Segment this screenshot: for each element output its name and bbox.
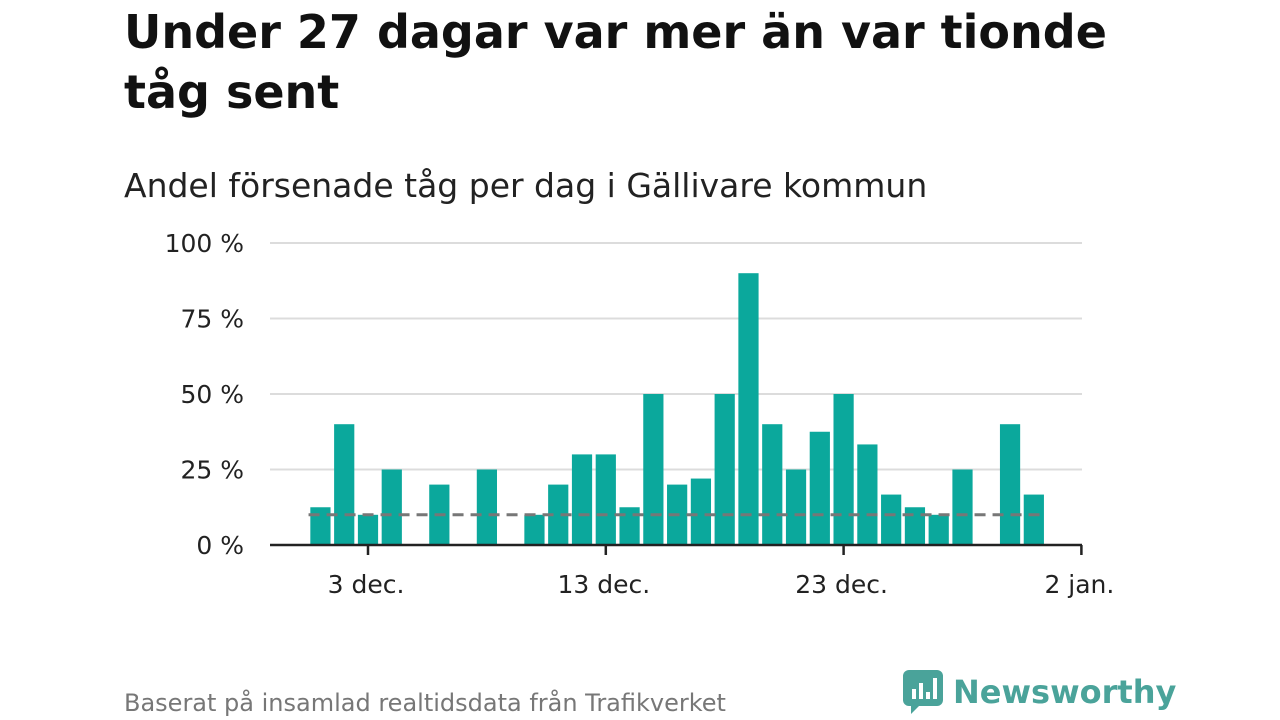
newsworthy-brand[interactable]: Newsworthy: [903, 670, 1176, 714]
bar: [548, 484, 569, 545]
bar: [738, 273, 759, 545]
y-tick-label: 75 %: [180, 305, 244, 334]
bar: [928, 514, 949, 545]
chart-subtitle: Andel försenade tåg per dag i Gällivare …: [124, 166, 928, 205]
y-axis-tick-labels: 0 % 25 % 50 % 75 % 100 %: [165, 229, 244, 560]
x-tick-label: 23 dec.: [795, 570, 888, 599]
bar-chart: 0 % 25 % 50 % 75 % 100 % 3 dec. 13 dec. 23 dec…: [165, 229, 1115, 599]
bar: [857, 444, 878, 545]
bar: [762, 424, 783, 545]
bar: [310, 507, 331, 545]
bar: [1023, 494, 1044, 545]
bars: [310, 273, 1044, 545]
bar: [833, 394, 854, 545]
x-tick-label: 2 jan.: [1044, 570, 1114, 599]
bar: [643, 394, 664, 545]
bar: [595, 454, 616, 545]
bar: [714, 394, 735, 545]
x-axis-tick-labels: 3 dec. 13 dec. 23 dec. 2 jan.: [328, 570, 1115, 599]
bar: [524, 514, 545, 545]
y-tick-label: 25 %: [180, 456, 244, 485]
bar: [619, 507, 640, 545]
bar: [881, 494, 902, 545]
grid-lines: [270, 242, 1082, 471]
y-tick-label: 0 %: [196, 531, 244, 560]
x-tick-label: 3 dec.: [328, 570, 405, 599]
brand-name: Newsworthy: [953, 673, 1177, 711]
bar: [571, 454, 593, 545]
bar: [381, 469, 402, 545]
bar: [809, 431, 830, 545]
bar: [999, 424, 1021, 545]
newsworthy-logo-icon: [903, 670, 943, 714]
bar: [690, 478, 712, 545]
bar: [476, 469, 497, 545]
y-tick-label: 50 %: [180, 380, 244, 409]
y-tick-label: 100 %: [165, 229, 244, 258]
bar: [334, 424, 355, 545]
bar: [904, 507, 926, 545]
bar: [952, 469, 973, 545]
x-axis: [270, 543, 1083, 555]
x-tick-label: 13 dec.: [557, 570, 650, 599]
bar: [785, 469, 807, 545]
bar: [357, 514, 379, 545]
chart-title: Under 27 dagar var mer än var tionde tåg…: [124, 5, 1107, 119]
source-note: Baserat på insamlad realtidsdata från Tr…: [124, 689, 726, 717]
